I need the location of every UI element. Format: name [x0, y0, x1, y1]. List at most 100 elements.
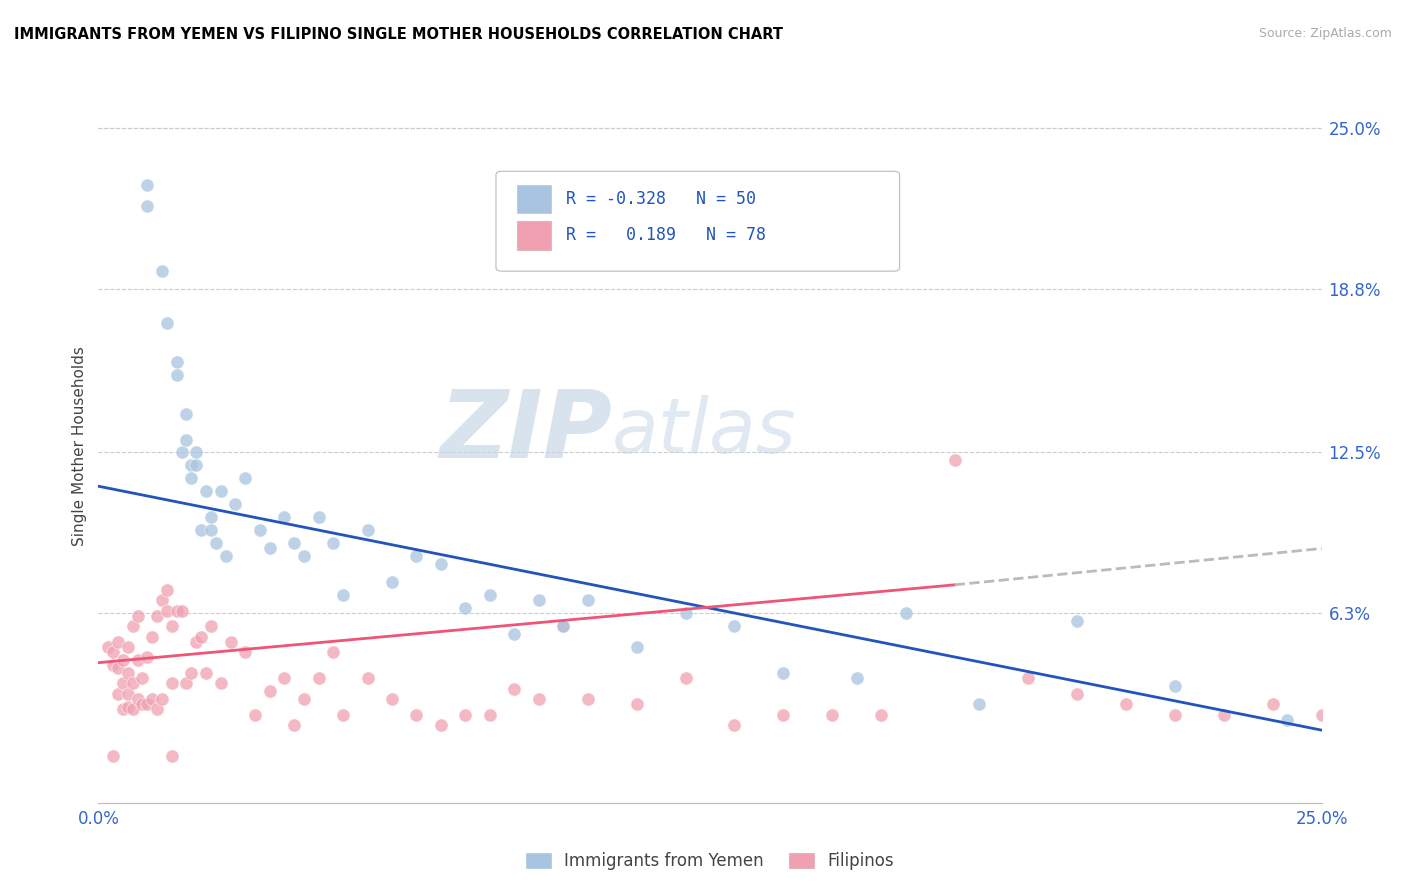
Point: [273, 510, 295, 524]
Point: [190, 524, 212, 538]
Point: [180, 471, 202, 485]
Point: [503, 681, 526, 696]
Point: [107, 661, 129, 675]
Point: [273, 671, 295, 685]
Point: [101, 645, 124, 659]
Point: [136, 697, 159, 711]
Point: [170, 445, 193, 459]
Point: [136, 199, 159, 213]
Text: R =   0.189   N = 78: R = 0.189 N = 78: [565, 227, 766, 244]
Point: [322, 645, 344, 659]
Point: [478, 588, 501, 602]
Point: [249, 524, 271, 538]
Point: [527, 593, 550, 607]
Point: [176, 407, 198, 421]
Point: [219, 635, 242, 649]
Point: [121, 702, 143, 716]
Point: [454, 707, 477, 722]
Point: [146, 609, 169, 624]
Point: [553, 619, 575, 633]
Point: [156, 604, 179, 618]
Point: [214, 549, 236, 564]
Point: [405, 707, 427, 722]
Point: [1277, 713, 1299, 727]
Point: [430, 557, 453, 571]
Text: ZIP: ZIP: [439, 385, 612, 478]
Point: [180, 458, 202, 473]
Point: [243, 707, 266, 722]
Point: [870, 707, 893, 722]
Text: R = -0.328   N = 50: R = -0.328 N = 50: [565, 190, 755, 208]
Point: [527, 692, 550, 706]
Text: Source: ZipAtlas.com: Source: ZipAtlas.com: [1258, 27, 1392, 40]
Point: [166, 604, 188, 618]
Point: [626, 697, 648, 711]
Point: [430, 718, 453, 732]
FancyBboxPatch shape: [496, 171, 900, 271]
Point: [160, 676, 183, 690]
Point: [772, 707, 794, 722]
Point: [356, 671, 378, 685]
Point: [131, 697, 153, 711]
Point: [101, 658, 124, 673]
Point: [156, 582, 179, 597]
Point: [127, 692, 149, 706]
Point: [405, 549, 427, 564]
Point: [1164, 707, 1187, 722]
Point: [166, 368, 188, 382]
Point: [308, 671, 330, 685]
Point: [1212, 707, 1234, 722]
Point: [381, 692, 404, 706]
Point: [233, 645, 256, 659]
Point: [292, 692, 315, 706]
Point: [356, 524, 378, 538]
Point: [209, 484, 232, 499]
Point: [209, 676, 232, 690]
Point: [1261, 697, 1284, 711]
Point: [332, 588, 354, 602]
Point: [107, 687, 129, 701]
Point: [1017, 671, 1039, 685]
Point: [190, 630, 212, 644]
Point: [111, 653, 134, 667]
FancyBboxPatch shape: [517, 221, 551, 250]
Point: [195, 484, 218, 499]
Point: [308, 510, 330, 524]
Point: [117, 699, 139, 714]
Point: [176, 433, 198, 447]
Point: [1066, 687, 1088, 701]
Point: [200, 524, 222, 538]
Point: [576, 593, 599, 607]
Point: [136, 178, 159, 193]
Point: [166, 354, 188, 368]
Point: [675, 671, 697, 685]
Text: atlas: atlas: [612, 395, 797, 468]
Point: [576, 692, 599, 706]
Point: [117, 687, 139, 701]
Point: [111, 702, 134, 716]
Point: [322, 536, 344, 550]
Point: [821, 707, 844, 722]
Point: [195, 666, 218, 681]
Point: [553, 619, 575, 633]
Point: [967, 697, 990, 711]
Point: [150, 593, 173, 607]
Point: [1164, 679, 1187, 693]
Point: [233, 471, 256, 485]
Point: [141, 692, 163, 706]
Point: [772, 666, 794, 681]
Point: [156, 316, 179, 330]
Point: [224, 497, 246, 511]
Point: [200, 510, 222, 524]
Point: [1115, 697, 1137, 711]
Point: [176, 676, 198, 690]
Point: [894, 607, 917, 621]
Y-axis label: Single Mother Households: Single Mother Households: [72, 346, 87, 546]
Point: [723, 718, 745, 732]
Legend: Immigrants from Yemen, Filipinos: Immigrants from Yemen, Filipinos: [519, 846, 901, 877]
Point: [127, 609, 149, 624]
Point: [131, 671, 153, 685]
Point: [200, 619, 222, 633]
Point: [150, 692, 173, 706]
Point: [283, 718, 305, 732]
